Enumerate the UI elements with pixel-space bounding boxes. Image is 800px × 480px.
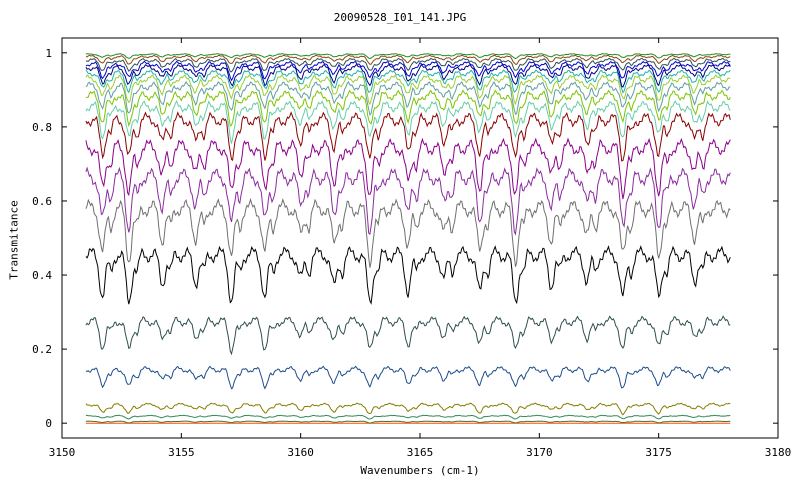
spectrum-series-line bbox=[85, 414, 731, 420]
x-tick-label: 3150 bbox=[49, 446, 76, 459]
spectrum-series-line bbox=[85, 402, 731, 416]
x-axis-ticks: 3150 3155 3160 3165 3170 3175 3180 bbox=[49, 38, 792, 459]
spectrum-series-line bbox=[85, 166, 731, 236]
spectrum-series-line bbox=[85, 54, 731, 65]
plot-frame bbox=[61, 37, 779, 439]
spectrum-series-line bbox=[85, 63, 731, 88]
spectrum-series-line bbox=[85, 197, 731, 268]
y-tick-label: 0.6 bbox=[32, 195, 52, 208]
spectrum-series-line bbox=[85, 60, 731, 82]
y-tick-label: 0.2 bbox=[32, 343, 52, 356]
spectrum-series-line bbox=[85, 420, 731, 424]
x-tick-label: 3155 bbox=[168, 446, 195, 459]
spectrum-series-line bbox=[85, 315, 731, 356]
chart-title: 20090528_I01_141.JPG bbox=[333, 11, 467, 24]
spectrum-series-line bbox=[85, 245, 731, 305]
spectrum-series-line bbox=[85, 57, 731, 73]
x-tick-label: 3160 bbox=[287, 446, 314, 459]
spectrum-series-line bbox=[85, 137, 731, 200]
y-axis-label: Transmitance bbox=[7, 200, 21, 280]
x-tick-label: 3165 bbox=[407, 446, 434, 459]
spectrum-series-line bbox=[85, 100, 731, 144]
series-layer bbox=[85, 53, 731, 424]
x-tick-label: 3175 bbox=[645, 446, 672, 459]
y-tick-label: 1 bbox=[45, 47, 52, 60]
spectrum-series-line bbox=[85, 111, 731, 162]
y-tick-label: 0.4 bbox=[32, 269, 52, 282]
spectrum-series-line bbox=[85, 74, 731, 106]
spectrum-series-line bbox=[85, 80, 731, 116]
spectrum-series-line bbox=[85, 365, 731, 390]
x-axis-label: Wavenumbers (cm-1) bbox=[360, 464, 480, 477]
spectrum-series-line bbox=[85, 53, 731, 60]
x-tick-label: 3170 bbox=[526, 446, 553, 459]
x-tick-label: 3180 bbox=[765, 446, 792, 459]
y-tick-label: 0.8 bbox=[32, 121, 52, 134]
y-tick-label: 0 bbox=[45, 417, 52, 430]
spectrum-series-line bbox=[85, 89, 731, 127]
spectrum-series-line bbox=[85, 69, 731, 94]
y-axis-ticks: 0 0.2 0.4 0.6 0.8 1 bbox=[32, 47, 778, 430]
